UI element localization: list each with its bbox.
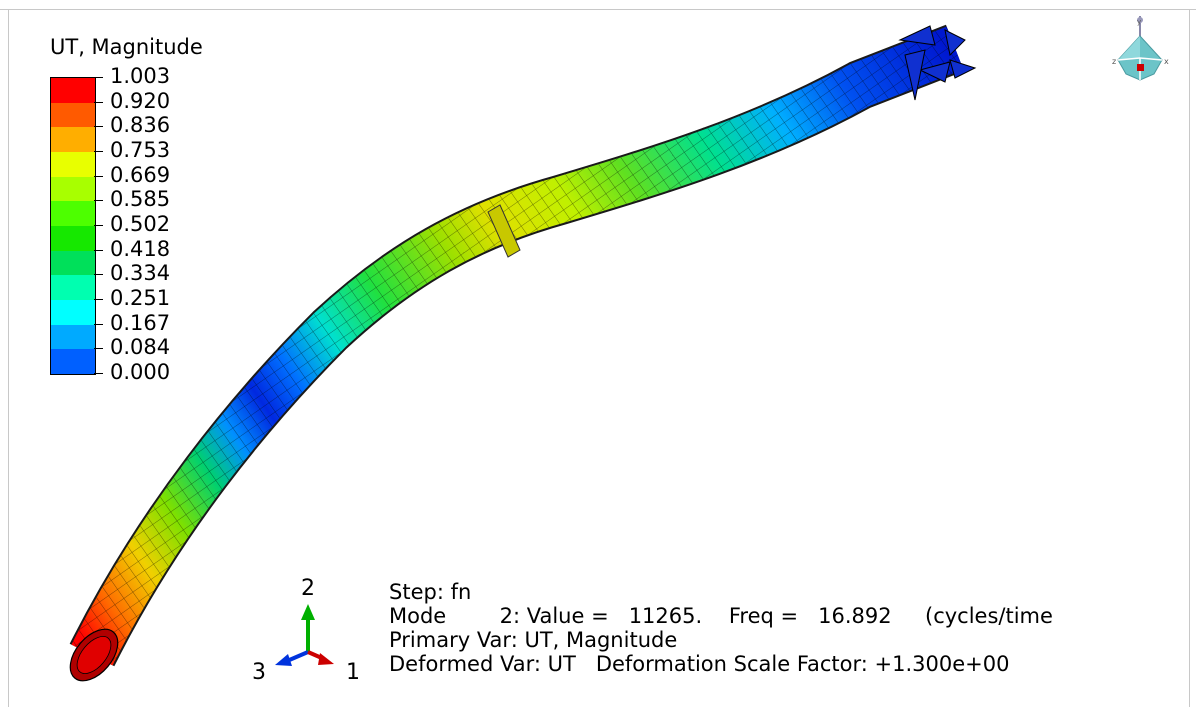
viewport-border-left <box>8 9 9 707</box>
legend-value: 0.000 <box>110 360 171 384</box>
view-cube-x-label: x <box>1164 57 1169 66</box>
legend-band <box>51 176 95 202</box>
view-cube-icon[interactable]: z x y <box>1110 14 1170 84</box>
legend-title: UT, Magnitude <box>50 35 203 59</box>
coordinate-triad: 2 3 1 <box>240 570 370 690</box>
legend-value: 0.167 <box>110 310 171 335</box>
legend-value: 0.669 <box>110 162 171 187</box>
legend-band <box>51 152 95 177</box>
legend-band <box>51 324 95 350</box>
legend-tick <box>94 299 103 300</box>
triad-arrows-icon <box>275 604 334 666</box>
viewport-border-top <box>0 9 1196 10</box>
primary-var-line: Primary Var: UT, Magnitude <box>389 628 678 652</box>
legend-tick <box>94 175 103 177</box>
legend-value: 0.585 <box>110 187 171 212</box>
legend-band <box>51 201 95 227</box>
legend-tick <box>94 348 103 350</box>
axis-3-label: 3 <box>252 660 266 685</box>
legend-band <box>51 349 95 375</box>
legend-value: 0.836 <box>110 113 171 138</box>
legend-tick <box>94 249 103 251</box>
legend-tick <box>94 101 103 103</box>
legend-value: 0.334 <box>110 261 171 286</box>
view-cube-y-label: y <box>1137 18 1141 26</box>
legend-value: 1.003 <box>110 64 171 88</box>
step-line: Step: fn <box>389 580 472 604</box>
viewport-border-right <box>1189 9 1190 707</box>
legend-tick <box>94 200 103 202</box>
legend-band <box>51 300 95 325</box>
deformed-var-line: Deformed Var: UT Deformation Scale Facto… <box>389 652 1010 676</box>
legend-band <box>51 127 95 153</box>
legend-tick <box>94 151 103 152</box>
legend-value: 0.251 <box>110 286 171 310</box>
axis-2-label: 2 <box>301 576 315 601</box>
legend-value: 0.502 <box>110 212 171 236</box>
legend-value: 0.084 <box>110 335 171 360</box>
mode-line: Mode 2: Value = 11265. Freq = 16.892 (cy… <box>389 604 1053 628</box>
legend-band <box>51 78 95 103</box>
legend-tick <box>94 323 103 325</box>
legend-band <box>51 102 95 128</box>
legend-tick <box>94 373 103 374</box>
step-info-text: Step: fn Mode 2: Value = 11265. Freq = 16… <box>389 580 1053 676</box>
legend-value: 0.753 <box>110 138 171 162</box>
legend-tick <box>94 126 103 128</box>
legend-band <box>51 250 95 276</box>
legend-value: 0.920 <box>110 88 171 113</box>
legend-tick <box>94 274 103 276</box>
axis-1-label: 1 <box>346 660 360 685</box>
legend-band <box>51 275 95 301</box>
legend-tick <box>94 77 103 78</box>
legend-value: 0.418 <box>110 236 171 261</box>
legend-tick <box>94 225 103 226</box>
legend-color-bar <box>50 77 96 375</box>
view-cube-z-label: z <box>1112 57 1116 66</box>
legend-band <box>51 226 95 251</box>
